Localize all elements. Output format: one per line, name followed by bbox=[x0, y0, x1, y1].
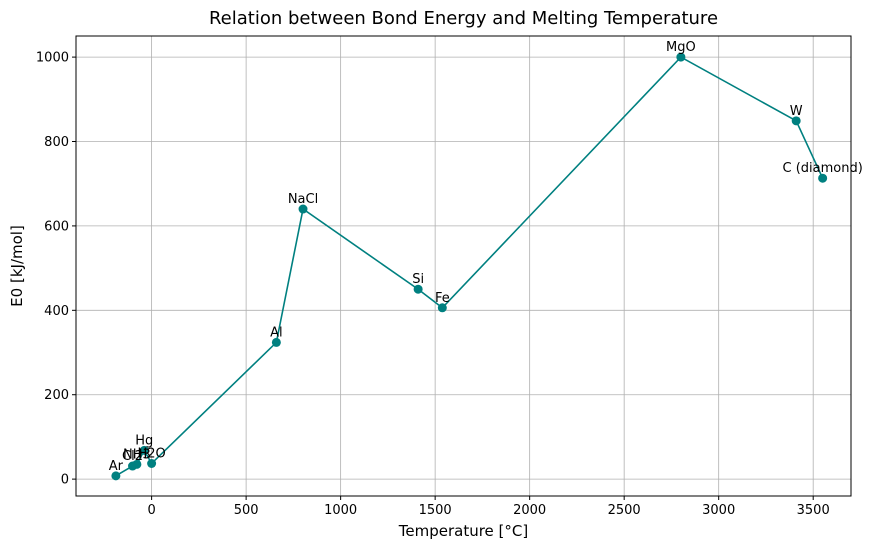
point-label: Hg bbox=[135, 433, 153, 448]
data-point bbox=[437, 303, 447, 313]
data-point bbox=[298, 204, 308, 214]
x-tick-label: 2500 bbox=[608, 503, 641, 518]
y-tick-label: 1000 bbox=[36, 51, 69, 66]
x-tick-label: 1500 bbox=[419, 503, 452, 518]
data-points bbox=[111, 52, 828, 481]
plot-frame bbox=[75, 35, 852, 497]
y-tick-label: 400 bbox=[44, 304, 69, 319]
x-tick-label: 3500 bbox=[797, 503, 830, 518]
data-point bbox=[271, 337, 281, 347]
point-label: Al bbox=[270, 325, 283, 340]
data-point bbox=[132, 459, 142, 469]
point-label: C (diamond) bbox=[782, 161, 862, 176]
point-label: Cl2 bbox=[122, 449, 143, 464]
point-label: Fe bbox=[435, 291, 450, 306]
point-label: MgO bbox=[666, 40, 696, 55]
y-tick-label: 0 bbox=[61, 473, 69, 488]
y-tick-label: 800 bbox=[44, 135, 69, 150]
grid bbox=[76, 36, 851, 496]
x-tick-label: 0 bbox=[147, 503, 155, 518]
x-tick-label: 500 bbox=[234, 503, 259, 518]
data-point bbox=[147, 459, 157, 469]
chart-title: Relation between Bond Energy and Melting… bbox=[209, 8, 718, 29]
point-label: Ar bbox=[109, 459, 124, 474]
data-point bbox=[111, 471, 121, 481]
point-label: H2O bbox=[137, 447, 165, 462]
x-tick-label: 2000 bbox=[513, 503, 546, 518]
y-axis-title: E0 [kJ/mol] bbox=[8, 225, 26, 307]
axis-ticks: 0 500 1000 1500 2000 2500 3000 3500 0 200 400 600 80… bbox=[36, 51, 830, 518]
data-point bbox=[791, 116, 801, 126]
x-tick-label: 3000 bbox=[702, 503, 735, 518]
data-point bbox=[413, 284, 423, 294]
point-label: Si bbox=[412, 272, 424, 287]
y-tick-label: 200 bbox=[44, 388, 69, 403]
x-axis-title: Temperature [°C] bbox=[398, 522, 528, 540]
data-point bbox=[139, 445, 149, 455]
point-label: NaCl bbox=[288, 192, 318, 207]
series-line bbox=[115, 56, 824, 477]
x-tick-label: 1000 bbox=[324, 503, 357, 518]
data-point bbox=[676, 52, 686, 62]
point-label: NH3 bbox=[123, 447, 151, 462]
point-label: W bbox=[790, 104, 803, 119]
data-point bbox=[818, 173, 828, 183]
y-tick-label: 600 bbox=[44, 219, 69, 234]
series-line-layer bbox=[115, 56, 824, 477]
